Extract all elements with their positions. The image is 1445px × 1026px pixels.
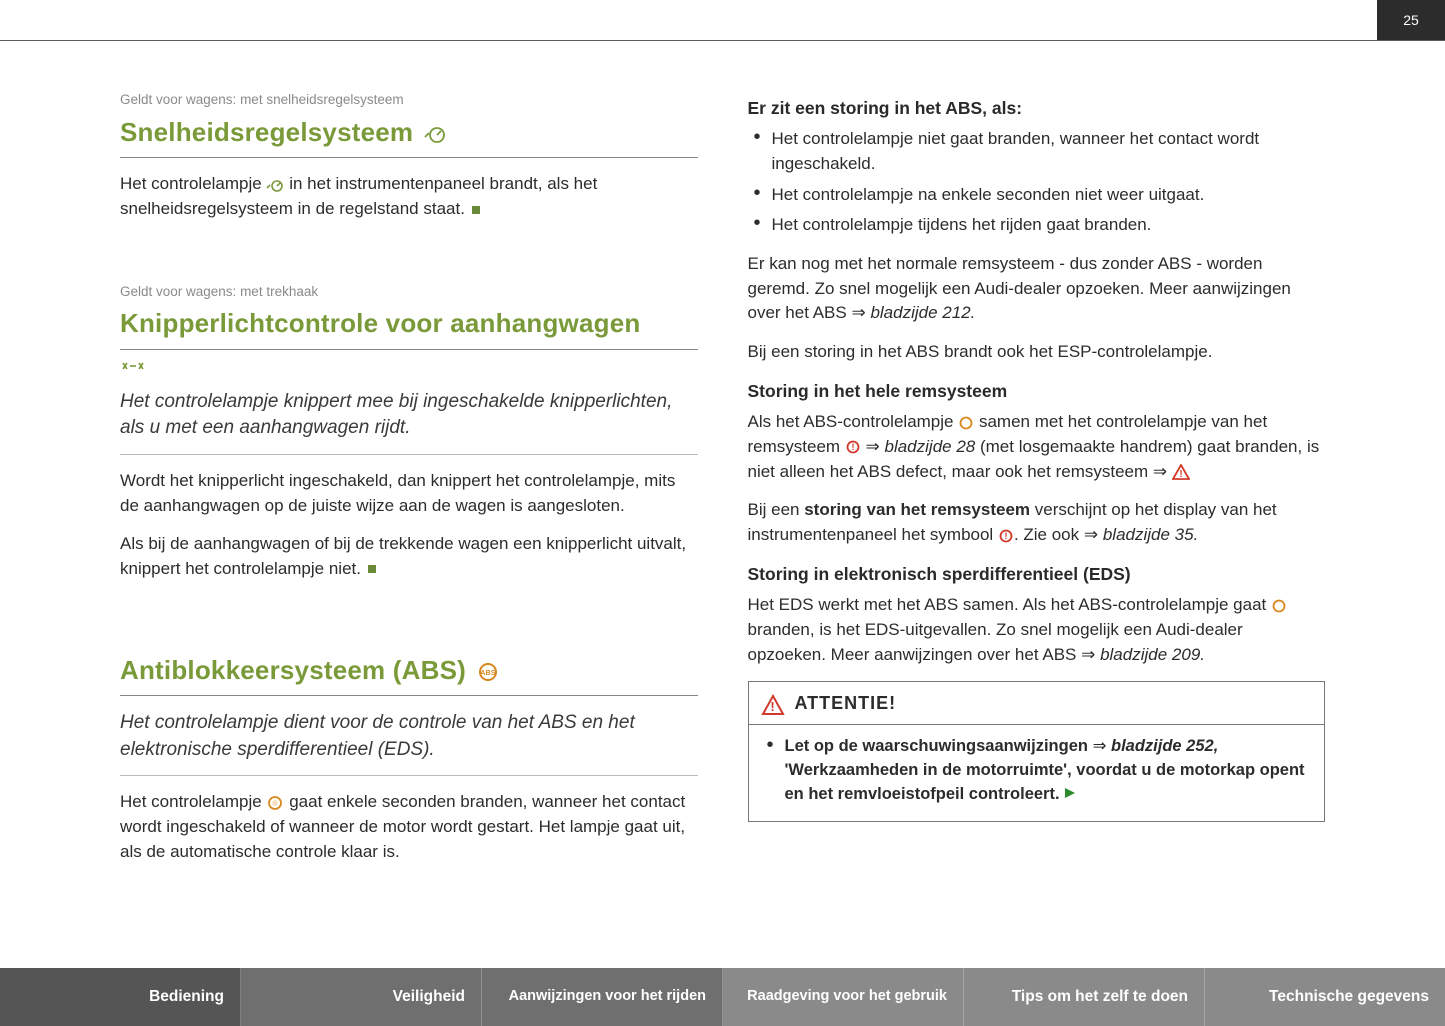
bold-text: storing van het remsysteem xyxy=(804,500,1030,519)
svg-text:ABS: ABS xyxy=(480,670,496,677)
abs-icon xyxy=(1271,593,1287,618)
footer-tab-bediening[interactable]: Bediening xyxy=(0,968,241,1026)
warning-triangle-icon: ! xyxy=(761,690,785,716)
page-reference: bladzijde 252, xyxy=(1111,737,1218,755)
footer-tabs: Bediening Veiligheid Aanwijzingen voor h… xyxy=(0,968,1445,1026)
text: Het controlelampje xyxy=(120,174,266,193)
footer-tab-aanwijzingen[interactable]: Aanwijzingen voor het rijden xyxy=(482,968,723,1026)
list-item: Het controlelampje niet gaat branden, wa… xyxy=(748,127,1326,176)
svg-text:!: ! xyxy=(1179,469,1182,480)
continue-icon xyxy=(1064,783,1076,807)
page-reference: bladzijde 28 xyxy=(885,437,976,456)
abs-icon xyxy=(958,410,974,435)
bullet-list: Het controlelampje niet gaat branden, wa… xyxy=(748,127,1326,238)
list-item: Het controlelampje tijdens het rijden ga… xyxy=(748,213,1326,238)
footer-tab-tips[interactable]: Tips om het zelf te doen xyxy=(964,968,1205,1026)
end-mark-icon xyxy=(368,565,376,573)
brake-warning-icon: ! xyxy=(998,523,1014,548)
heading-text: Knipperlichtcontrole voor aanhangwagen xyxy=(120,305,640,343)
section-trailer: Geldt voor wagens: met trekhaak Knipperl… xyxy=(120,282,698,582)
text: Als bij de aanhangwagen of bij de trekke… xyxy=(120,534,686,578)
content-columns: Geldt voor wagens: met snelheidsregelsys… xyxy=(120,90,1325,916)
subheading: Storing in elektronisch sperdifferentiee… xyxy=(748,562,1326,587)
heading-text: Antiblokkeersysteem (ABS) xyxy=(120,652,466,690)
footer-tab-raadgeving[interactable]: Raadgeving voor het gebruik xyxy=(723,968,964,1026)
lead-summary: Het controlelampje dient voor de control… xyxy=(120,710,698,776)
paragraph: Wordt het knipperlicht ingeschakeld, dan… xyxy=(120,469,698,518)
paragraph: Als bij de aanhangwagen of bij de trekke… xyxy=(120,532,698,581)
paragraph: Het controlelampje gaat enkele seconden … xyxy=(120,790,698,864)
cruise-control-icon xyxy=(266,172,284,197)
paragraph: Als het ABS-controlelampje samen met het… xyxy=(748,410,1326,484)
attention-body: Let op de waarschuwingsaanwijzingen ⇒ bl… xyxy=(749,725,1325,821)
page-reference: bladzijde 35. xyxy=(1103,525,1198,544)
heading-text: Snelheidsregelsysteem xyxy=(120,114,413,152)
applies-note: Geldt voor wagens: met trekhaak xyxy=(120,282,698,302)
abs-icon: ABS xyxy=(476,652,500,690)
page-reference: bladzijde 209. xyxy=(1100,645,1205,664)
heading-cruise: Snelheidsregelsysteem xyxy=(120,114,698,159)
lead-summary: Het controlelampje knippert mee bij inge… xyxy=(120,389,698,455)
brake-warning-icon: ! xyxy=(845,435,861,460)
footer-tab-veiligheid[interactable]: Veiligheid xyxy=(241,968,482,1026)
cruise-control-icon xyxy=(423,114,447,152)
heading-trailer: Knipperlichtcontrole voor aanhangwagen xyxy=(120,305,698,350)
paragraph: Het EDS werkt met het ABS samen. Als het… xyxy=(748,593,1326,667)
section-abs: Antiblokkeersysteem (ABS) ABS Het contro… xyxy=(120,652,698,865)
attention-title: ATTENTIE! xyxy=(795,690,897,716)
text: Het EDS werkt met het ABS samen. Als het… xyxy=(748,595,1271,614)
text: Het controlelampje xyxy=(120,792,266,811)
left-column: Geldt voor wagens: met snelheidsregelsys… xyxy=(120,90,698,916)
paragraph: Bij een storing in het ABS brandt ook he… xyxy=(748,340,1326,365)
paragraph: Bij een storing van het remsysteem versc… xyxy=(748,498,1326,547)
svg-text:!: ! xyxy=(851,442,854,452)
text: Er kan nog met het normale remsysteem - … xyxy=(748,254,1291,322)
attention-box: ! ATTENTIE! Let op de waarschuwingsaanwi… xyxy=(748,681,1326,822)
svg-text:!: ! xyxy=(770,699,775,714)
attention-header: ! ATTENTIE! xyxy=(749,682,1325,725)
applies-note: Geldt voor wagens: met snelheidsregelsys… xyxy=(120,90,698,110)
text: 'Werkzaamheden in de motorruimte', voord… xyxy=(785,761,1305,803)
warning-triangle-icon: ! xyxy=(1172,460,1190,485)
text: Als het ABS-controlelampje xyxy=(748,412,959,431)
trailer-indicator-icon xyxy=(120,354,148,379)
text: Bij een xyxy=(748,500,805,519)
list-item: Het controlelampje na enkele seconden ni… xyxy=(748,183,1326,208)
text: . Zie ook xyxy=(1014,525,1084,544)
section-cruise: Geldt voor wagens: met snelheidsregelsys… xyxy=(120,90,698,222)
footer-tab-technisch[interactable]: Technische gegevens xyxy=(1205,968,1445,1026)
text: Let op de waarschuwingsaanwijzingen xyxy=(785,737,1093,755)
paragraph: Er kan nog met het normale remsysteem - … xyxy=(748,252,1326,326)
manual-page: 25 Geldt voor wagens: met snelheidsregel… xyxy=(0,0,1445,1026)
right-column: Er zit een storing in het ABS, als: Het … xyxy=(748,90,1326,916)
subheading: Storing in het hele remsysteem xyxy=(748,379,1326,404)
abs-icon xyxy=(266,791,284,816)
svg-text:!: ! xyxy=(1004,531,1007,541)
page-number: 25 xyxy=(1377,0,1445,40)
paragraph: Het controlelampje in het instrumentenpa… xyxy=(120,172,698,221)
end-mark-icon xyxy=(472,206,480,214)
heading-abs: Antiblokkeersysteem (ABS) ABS xyxy=(120,652,698,697)
top-rule xyxy=(0,40,1445,41)
subheading: Er zit een storing in het ABS, als: xyxy=(748,96,1326,121)
page-reference: bladzijde 212. xyxy=(870,303,975,322)
